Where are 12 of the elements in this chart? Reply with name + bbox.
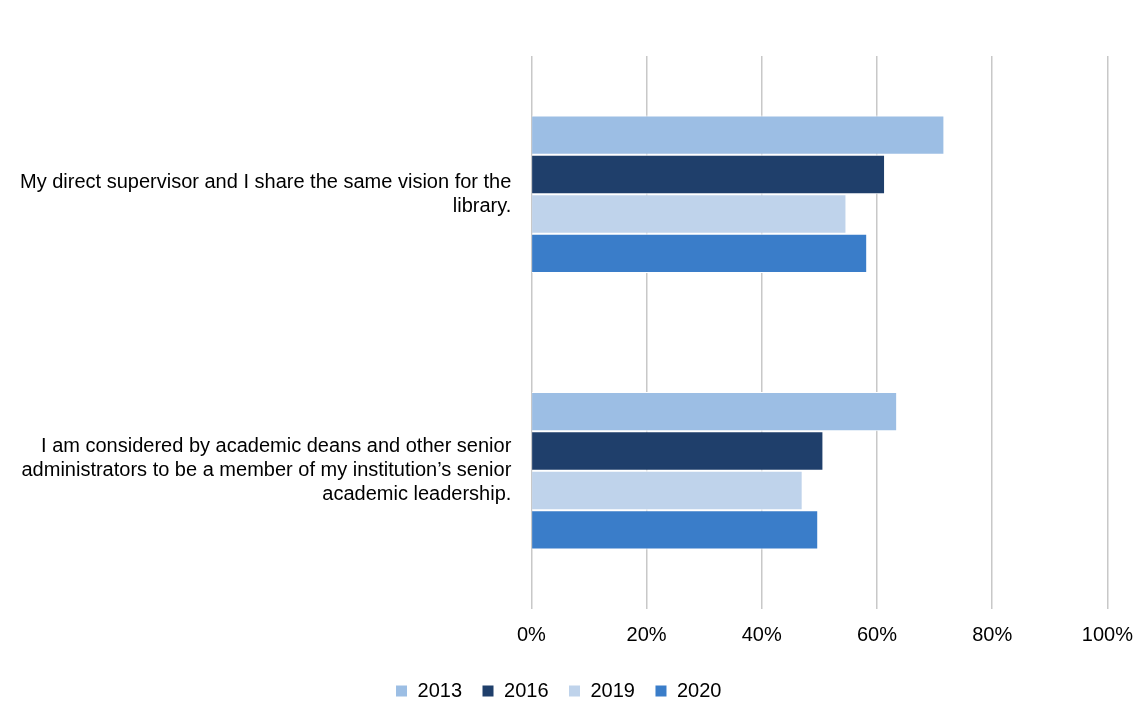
legend-label: 2020 <box>676 678 722 701</box>
legend-label: 2013 <box>417 678 463 701</box>
x-tick-label: 20% <box>626 622 667 645</box>
legend-label: 2016 <box>504 678 549 701</box>
y-tick-label: My direct supervisor and I share the same vision for the library. <box>20 169 512 216</box>
legend-label: 2019 <box>590 678 635 701</box>
x-tick-label: 100% <box>1081 622 1134 645</box>
x-tick-label: 40% <box>741 622 782 645</box>
x-tick-label: 60% <box>856 622 898 645</box>
x-tick-label: 80% <box>972 622 1013 645</box>
x-tick-label: 0% <box>516 622 546 645</box>
y-tick-label: I am considered by academic deans and other senior administrators to be a member of my institution’s senior academic leadership. <box>21 434 512 505</box>
